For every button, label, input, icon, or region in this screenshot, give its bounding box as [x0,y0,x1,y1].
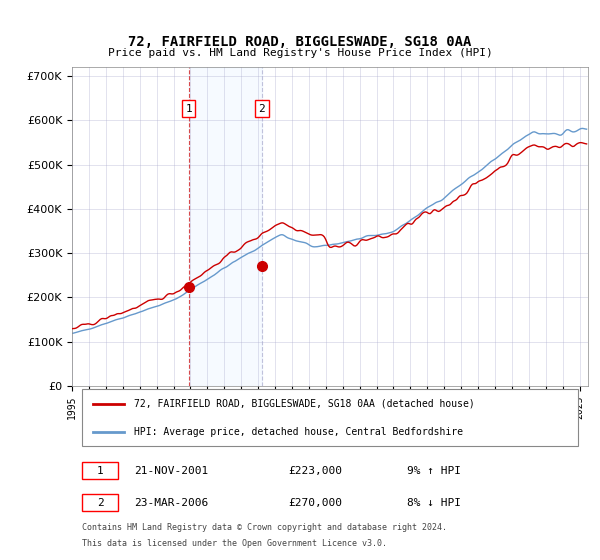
Text: 1: 1 [185,104,192,114]
Text: £223,000: £223,000 [289,466,343,476]
Text: 1: 1 [97,466,104,476]
Text: £270,000: £270,000 [289,498,343,508]
Text: 23-MAR-2006: 23-MAR-2006 [134,498,208,508]
Text: 9% ↑ HPI: 9% ↑ HPI [407,466,461,476]
Text: 21-NOV-2001: 21-NOV-2001 [134,466,208,476]
Text: HPI: Average price, detached house, Central Bedfordshire: HPI: Average price, detached house, Cent… [134,427,463,437]
Bar [189,67,262,386]
Text: Price paid vs. HM Land Registry's House Price Index (HPI): Price paid vs. HM Land Registry's House … [107,48,493,58]
Text: 8% ↓ HPI: 8% ↓ HPI [407,498,461,508]
Text: 72, FAIRFIELD ROAD, BIGGLESWADE, SG18 0AA: 72, FAIRFIELD ROAD, BIGGLESWADE, SG18 0A… [128,35,472,49]
Text: 2: 2 [97,498,104,508]
Text: 2: 2 [259,104,265,114]
Text: This data is licensed under the Open Government Licence v3.0.: This data is licensed under the Open Gov… [82,539,388,548]
Text: Contains HM Land Registry data © Crown copyright and database right 2024.: Contains HM Land Registry data © Crown c… [82,523,448,532]
FancyBboxPatch shape [82,494,118,511]
Text: 72, FAIRFIELD ROAD, BIGGLESWADE, SG18 0AA (detached house): 72, FAIRFIELD ROAD, BIGGLESWADE, SG18 0A… [134,399,475,409]
FancyBboxPatch shape [82,389,578,446]
FancyBboxPatch shape [82,463,118,479]
